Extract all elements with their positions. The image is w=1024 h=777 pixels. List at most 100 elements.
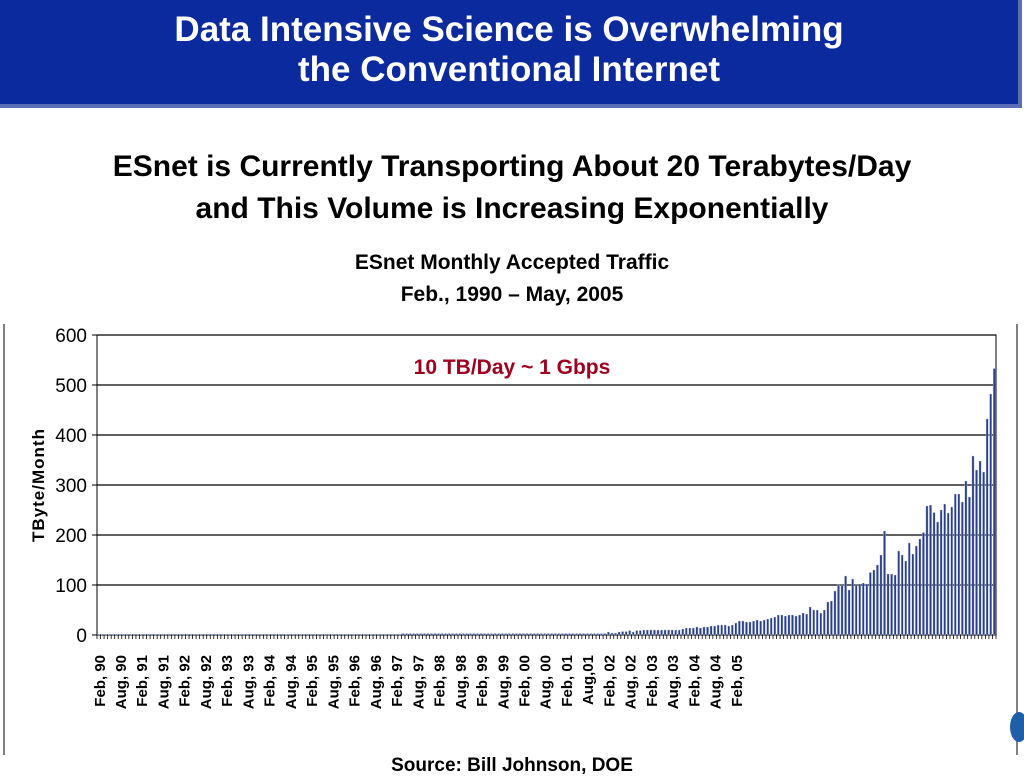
traffic-bar: [440, 633, 444, 636]
traffic-bar: [398, 634, 401, 636]
traffic-bar: [147, 634, 150, 636]
traffic-bar: [738, 620, 741, 636]
traffic-bar: [345, 634, 348, 636]
traffic-bar: [992, 368, 996, 636]
traffic-bar: [97, 634, 101, 636]
source-credit: Source: Bill Johnson, DOE: [391, 755, 633, 776]
traffic-bar: [299, 634, 302, 636]
traffic-bar: [525, 633, 529, 636]
x-tick-label: Feb, 93: [219, 655, 236, 707]
traffic-bar: [522, 633, 525, 636]
traffic-bar: [139, 634, 143, 636]
x-tick-label: Aug, 03: [665, 655, 682, 709]
traffic-bar: [823, 609, 826, 636]
x-tick-label: Aug, 96: [368, 655, 385, 709]
traffic-bar: [610, 632, 614, 636]
traffic-bar: [677, 629, 681, 636]
traffic-bar: [692, 627, 695, 636]
traffic-bar: [486, 633, 490, 636]
x-tick-label: Aug, 90: [113, 655, 130, 709]
traffic-bar: [508, 633, 511, 636]
traffic-bar: [784, 615, 787, 636]
headline-line-2: and This Volume is Increasing Exponentia…: [195, 192, 829, 225]
corner-logo-icon: [1010, 712, 1024, 742]
traffic-bar: [444, 633, 447, 636]
chart-annotation: 10 TB/Day ~ 1 Gbps: [414, 356, 611, 379]
traffic-bar: [210, 634, 214, 636]
traffic-bar: [292, 634, 295, 636]
traffic-bar: [207, 634, 210, 636]
x-tick-label: Aug, 93: [240, 655, 257, 709]
traffic-bar: [497, 633, 501, 636]
traffic-bar: [331, 634, 334, 636]
traffic-bar: [182, 634, 186, 636]
traffic-bar: [900, 554, 904, 636]
traffic-bar: [890, 573, 893, 636]
traffic-bar: [373, 634, 377, 636]
traffic-bar: [833, 590, 837, 636]
traffic-bar: [196, 634, 200, 636]
traffic-bar: [454, 633, 458, 636]
x-tick-label: Aug,01: [580, 655, 597, 705]
traffic-bar: [575, 633, 578, 636]
traffic-bar: [263, 634, 267, 636]
traffic-bar: [932, 512, 936, 636]
traffic-bar: [423, 633, 426, 636]
traffic-bar: [918, 538, 922, 636]
traffic-bar: [798, 614, 801, 636]
traffic-bar: [557, 633, 561, 636]
traffic-bar: [631, 631, 635, 636]
traffic-bar: [348, 634, 352, 636]
traffic-bar: [667, 629, 670, 636]
traffic-bar: [943, 503, 946, 636]
traffic-bar: [794, 615, 798, 636]
traffic-bar: [734, 622, 738, 636]
traffic-bar: [391, 634, 394, 636]
traffic-bar: [812, 609, 816, 636]
traffic-bar: [656, 629, 660, 636]
traffic-bar: [886, 573, 890, 636]
traffic-bar: [260, 634, 263, 636]
traffic-bar: [285, 634, 288, 636]
traffic-bar: [405, 633, 408, 636]
traffic-bar: [592, 633, 596, 636]
traffic-bar: [554, 633, 557, 636]
x-tick-label: Aug, 99: [495, 655, 512, 709]
traffic-bar: [518, 633, 522, 636]
traffic-bar: [769, 617, 773, 636]
traffic-bar: [242, 634, 246, 636]
traffic-bar: [879, 554, 883, 636]
traffic-bar: [157, 634, 161, 636]
traffic-bar: [646, 629, 649, 636]
traffic-bar: [925, 505, 929, 636]
traffic-bar: [532, 633, 536, 636]
traffic-bar: [713, 625, 716, 636]
traffic-bar: [178, 634, 182, 636]
traffic-bar: [416, 633, 419, 636]
traffic-bar: [603, 633, 607, 636]
traffic-bar: [168, 634, 171, 636]
traffic-bar: [897, 550, 900, 636]
traffic-bar: [780, 614, 784, 636]
traffic-bar: [649, 629, 653, 636]
x-tick-label: Feb, 96: [347, 655, 364, 707]
traffic-bar: [377, 634, 380, 636]
traffic-bar: [338, 634, 341, 636]
traffic-bar: [536, 633, 539, 636]
traffic-bar: [447, 633, 451, 636]
traffic-bar: [458, 633, 462, 636]
traffic-bar: [143, 634, 147, 636]
traffic-bar: [490, 633, 493, 636]
traffic-bar: [108, 634, 111, 636]
traffic-bar: [695, 626, 699, 636]
traffic-bar: [663, 629, 667, 636]
traffic-bar: [614, 632, 617, 636]
traffic-bar: [731, 624, 734, 636]
traffic-bar: [288, 634, 292, 636]
traffic-bar: [370, 634, 373, 636]
traffic-bar: [954, 493, 957, 636]
traffic-bar: [281, 634, 285, 636]
traffic-bar: [214, 634, 217, 636]
traffic-bar: [313, 634, 316, 636]
